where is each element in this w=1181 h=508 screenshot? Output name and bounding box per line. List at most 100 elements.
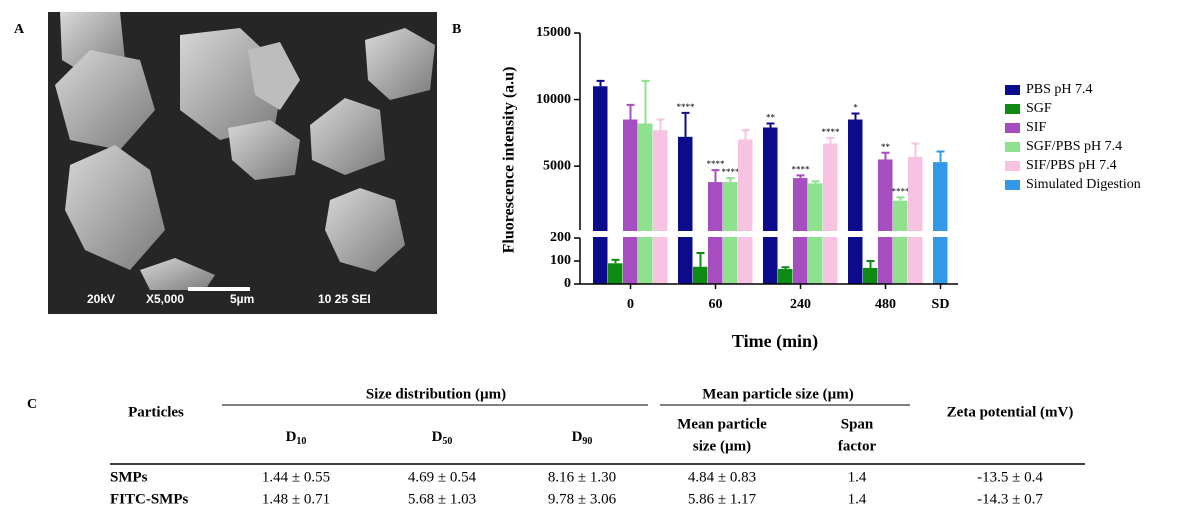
header-sub: 90: [582, 436, 592, 447]
bar: [693, 267, 708, 284]
x-axis-label: Time (min): [732, 331, 818, 352]
bar: [908, 157, 923, 284]
legend-label: Simulated Digestion: [1026, 177, 1141, 192]
legend-swatch: [1005, 142, 1020, 152]
legend-swatch: [1005, 85, 1020, 95]
bar: [608, 263, 623, 284]
legend-label: SGF: [1026, 101, 1052, 116]
y-tick-label: 100: [550, 253, 571, 268]
error-bar: [682, 113, 690, 137]
table-cell: 1.4: [848, 469, 867, 485]
table-cell: 8.16 ± 1.30: [548, 469, 616, 485]
row-header: FITC-SMPs: [110, 491, 188, 507]
x-tick-label: 60: [709, 297, 723, 312]
table-cell: -13.5 ± 0.4: [977, 469, 1043, 485]
column-header: Zeta potential (mV): [947, 404, 1074, 420]
error-bar: [782, 267, 790, 269]
significance: **: [881, 142, 891, 152]
panel-label: B: [452, 22, 461, 37]
table-cell: 1.4: [848, 491, 867, 507]
error-bar: [767, 124, 775, 128]
column-header: D50: [432, 429, 453, 447]
significance: ****: [722, 167, 741, 177]
bar: [763, 128, 778, 284]
sem-image: 20kV X5,000 5µm 10 25 SEI: [48, 12, 437, 314]
table-cell: -14.3 ± 0.7: [977, 491, 1043, 507]
error-bar: [827, 138, 835, 143]
column-header: factor: [838, 438, 877, 454]
error-bar: [597, 81, 605, 86]
table-cell: 4.84 ± 0.83: [688, 469, 756, 485]
error-bar: [867, 261, 875, 268]
error-bar: [727, 178, 735, 182]
significance: ****: [822, 127, 841, 137]
bar: [878, 159, 893, 284]
axis-break: [572, 231, 960, 237]
bar: [678, 137, 693, 284]
table-cell: 4.69 ± 0.54: [408, 469, 477, 485]
column-header: D90: [572, 429, 593, 447]
error-bar: [912, 143, 920, 156]
column-header: D10: [286, 429, 307, 447]
legend-swatch: [1005, 180, 1020, 190]
significance: ****: [792, 164, 811, 174]
error-bar: [812, 181, 820, 183]
significance: ****: [677, 102, 696, 112]
column-group-header: Mean particle size (µm): [702, 386, 854, 402]
figure: A B C 20kV X5,000 5µm 10 25 SEI Fluoresc…: [0, 0, 1181, 508]
sem-label: 10 25 SEI: [318, 292, 371, 306]
legend-swatch: [1005, 161, 1020, 171]
bar: [638, 124, 653, 284]
error-bar: [797, 175, 805, 178]
bar: [893, 201, 908, 284]
sem-label: 5µm: [230, 292, 254, 306]
panel-label: C: [27, 397, 37, 412]
table-cell: 1.48 ± 0.71: [262, 491, 330, 507]
legend-label: SIF/PBS pH 7.4: [1026, 158, 1117, 173]
bar: [863, 268, 878, 284]
x-tick-label: 240: [790, 297, 811, 312]
bar: [848, 120, 863, 284]
column-header: Span: [841, 416, 874, 432]
table: ParticlesSize distribution (µm)Mean part…: [110, 386, 1085, 507]
table-cell: 9.78 ± 3.06: [548, 491, 617, 507]
error-bar: [897, 197, 905, 200]
header-sub: 50: [442, 436, 452, 447]
header-main: D: [286, 429, 297, 445]
bar: [933, 162, 948, 284]
sem-label: 20kV: [87, 292, 115, 306]
legend-label: SGF/PBS pH 7.4: [1026, 139, 1122, 154]
error-bar: [742, 130, 750, 139]
legend-swatch: [1005, 104, 1020, 114]
error-bar: [612, 260, 620, 263]
x-tick-label: 480: [875, 297, 896, 312]
header-main: D: [572, 429, 583, 445]
error-bar: [712, 170, 720, 182]
bar: [738, 139, 753, 284]
bar: [653, 130, 668, 284]
table-cell: 5.68 ± 1.03: [408, 491, 476, 507]
bar: [823, 143, 838, 284]
legend-label: SIF: [1026, 120, 1046, 135]
error-bar: [882, 153, 890, 160]
legend-label: PBS pH 7.4: [1026, 82, 1093, 97]
sem-label: X5,000: [146, 292, 184, 306]
header-sub: 10: [296, 436, 306, 447]
error-bar: [627, 105, 635, 120]
significance: ****: [892, 186, 911, 196]
bar: [623, 120, 638, 284]
error-bar: [642, 81, 650, 124]
bar-chart: 010020050001000015000*******************…: [536, 25, 1141, 312]
table-cell: 1.44 ± 0.55: [262, 469, 330, 485]
y-tick-label: 200: [550, 230, 571, 245]
significance: **: [766, 113, 776, 123]
error-bar: [657, 120, 665, 131]
row-header: SMPs: [110, 469, 148, 485]
x-tick-label: SD: [932, 297, 950, 312]
y-tick-label: 0: [564, 276, 571, 291]
column-group-header: Size distribution (µm): [366, 386, 506, 402]
significance: *: [853, 103, 858, 113]
error-bar: [937, 151, 945, 162]
y-axis-label: Fluorescence intensity (a.u): [501, 67, 518, 254]
error-bar: [852, 114, 860, 120]
